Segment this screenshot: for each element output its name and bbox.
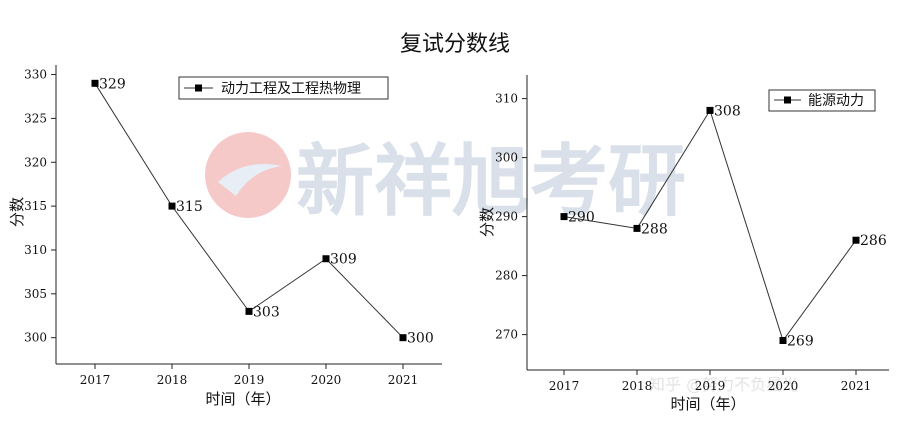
chart-title: 复试分数线 bbox=[400, 32, 510, 57]
data-point-marker bbox=[779, 337, 787, 344]
y-tick-label: 290 bbox=[495, 210, 518, 224]
x-tick-label: 2018 bbox=[157, 373, 188, 387]
data-label: 269 bbox=[787, 334, 814, 350]
data-label: 286 bbox=[860, 233, 887, 249]
x-axis-label: 时间（年） bbox=[670, 395, 745, 413]
y-ticks: 270 280 290 300 310 bbox=[495, 92, 527, 342]
x-tick-label: 2020 bbox=[768, 379, 799, 393]
legend-box bbox=[768, 89, 876, 112]
data-point-marker bbox=[399, 334, 407, 342]
legend-entry: 能源动力 bbox=[808, 93, 864, 109]
legend-marker-icon bbox=[784, 96, 791, 104]
x-tick-label: 2020 bbox=[311, 373, 342, 387]
y-ticks: 300 305 310 315 320 325 330 bbox=[24, 68, 56, 345]
legend: 能源动力 bbox=[768, 89, 876, 112]
y-tick-label: 315 bbox=[24, 199, 47, 213]
legend-entry: 动力工程及工程热物理 bbox=[221, 81, 361, 97]
data-point-marker bbox=[560, 213, 568, 221]
data-point-marker bbox=[852, 236, 860, 244]
y-tick-label: 330 bbox=[24, 68, 47, 82]
data-point-marker bbox=[245, 307, 253, 315]
watermark-credit-text: 知乎 @努力不负星光 bbox=[649, 375, 798, 394]
y-tick-label: 305 bbox=[24, 287, 47, 301]
data-label: 288 bbox=[641, 221, 668, 237]
data-label: 329 bbox=[99, 76, 126, 92]
x-tick-label: 2021 bbox=[388, 373, 419, 387]
legend-marker-icon bbox=[195, 84, 202, 92]
data-label: 303 bbox=[253, 304, 280, 320]
x-tick-label: 2021 bbox=[841, 379, 872, 393]
data-point-marker bbox=[633, 224, 641, 232]
data-label: 309 bbox=[330, 252, 357, 268]
y-tick-label: 325 bbox=[24, 111, 47, 125]
y-tick-label: 320 bbox=[24, 155, 47, 169]
y-tick-label: 270 bbox=[495, 328, 518, 342]
data-point-marker bbox=[706, 106, 714, 114]
data-label: 308 bbox=[714, 103, 741, 119]
x-ticks: 2017 2018 2019 2020 2021 bbox=[80, 364, 419, 387]
data-points: 329 315 303 309 300 bbox=[91, 76, 434, 347]
x-tick-label: 2017 bbox=[549, 379, 580, 393]
data-label: 290 bbox=[568, 210, 595, 226]
watermark: 新祥旭考研 知乎 @努力不负星光 bbox=[205, 132, 798, 394]
x-tick-label: 2018 bbox=[622, 379, 653, 393]
x-tick-label: 2019 bbox=[695, 379, 726, 393]
legend-box bbox=[178, 76, 389, 100]
data-label: 315 bbox=[176, 199, 203, 215]
data-point-marker bbox=[91, 79, 99, 87]
legend: 动力工程及工程热物理 bbox=[178, 76, 389, 100]
data-point-marker bbox=[322, 255, 330, 263]
y-axis-label: 分数 bbox=[478, 207, 496, 237]
watermark-swoosh-icon bbox=[218, 164, 282, 196]
y-tick-label: 300 bbox=[495, 151, 518, 165]
y-tick-label: 300 bbox=[24, 331, 47, 345]
data-points: 290 288 308 269 286 bbox=[560, 103, 887, 350]
x-axis-label: 时间（年） bbox=[205, 390, 280, 408]
data-label: 300 bbox=[407, 331, 434, 347]
watermark-brand-text: 新祥旭考研 bbox=[296, 137, 686, 227]
y-axis-label: 分数 bbox=[8, 197, 26, 227]
x-tick-label: 2017 bbox=[80, 373, 111, 387]
data-point-marker bbox=[168, 202, 176, 210]
chart-energy-power: 270 280 290 300 310 2017 2018 2019 2020 2021 290… bbox=[478, 75, 889, 413]
x-ticks: 2017 2018 2019 2020 2021 bbox=[549, 370, 872, 393]
y-tick-label: 310 bbox=[24, 243, 47, 257]
y-tick-label: 310 bbox=[495, 92, 518, 106]
y-tick-label: 280 bbox=[495, 269, 518, 283]
x-tick-label: 2019 bbox=[234, 373, 265, 387]
